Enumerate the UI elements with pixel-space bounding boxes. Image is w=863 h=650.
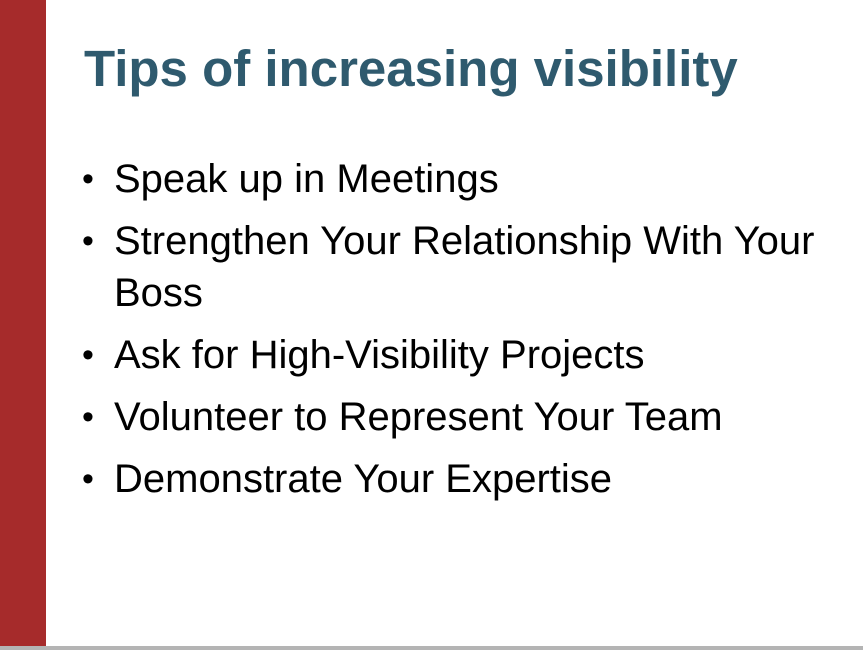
bullet-text: Strengthen Your Relationship With Your B… — [114, 219, 815, 315]
bullet-icon: • — [82, 336, 94, 374]
bullet-icon: • — [82, 160, 94, 198]
bullet-icon: • — [82, 460, 94, 498]
bullet-list: • Speak up in Meetings • Strengthen Your… — [80, 153, 820, 515]
bullet-text: Volunteer to Represent Your Team — [114, 395, 723, 439]
accent-bar — [0, 0, 46, 646]
bullet-icon: • — [82, 398, 94, 436]
list-item: • Demonstrate Your Expertise — [80, 453, 820, 505]
list-item: • Ask for High-Visibility Projects — [80, 329, 820, 381]
bullet-text: Ask for High-Visibility Projects — [114, 333, 645, 377]
list-item: • Strengthen Your Relationship With Your… — [80, 215, 820, 319]
bullet-text: Speak up in Meetings — [114, 157, 499, 201]
bullet-icon: • — [82, 222, 94, 260]
bottom-divider — [0, 646, 863, 650]
slide-title: Tips of increasing visibility — [84, 40, 738, 97]
list-item: • Speak up in Meetings — [80, 153, 820, 205]
list-item: • Volunteer to Represent Your Team — [80, 391, 820, 443]
bullet-text: Demonstrate Your Expertise — [114, 457, 613, 501]
